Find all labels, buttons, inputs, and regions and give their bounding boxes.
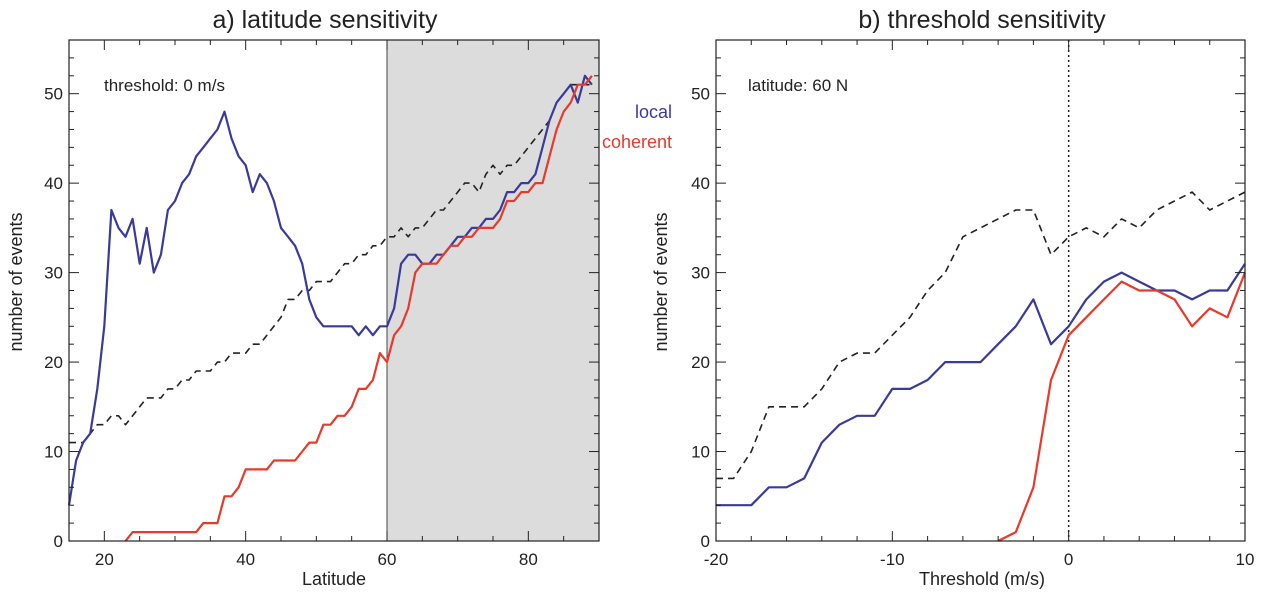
panel-b-series-coherent [997, 272, 1247, 542]
panel-b-xtick-label: 0 [1064, 550, 1073, 569]
panel-b-xtick-label: 10 [1236, 550, 1255, 569]
panel-b-series-all [716, 191, 1246, 480]
panel-a-series-local [67, 74, 593, 506]
panel-a-ytick-label: 40 [44, 174, 63, 193]
panel-a-shaded-region [387, 40, 599, 541]
panel-b-series-local [716, 263, 1246, 507]
panel-b-xtick-label: -20 [704, 550, 729, 569]
panel-b-ylabel: number of events [651, 212, 671, 351]
panel-b-annotation: latitude: 60 N [748, 76, 848, 95]
panel-a-ytick-label: 10 [44, 443, 63, 462]
panel-b-xtick-label: -10 [880, 550, 905, 569]
panel-b-ytick-label: 0 [701, 532, 710, 551]
panel-a-xtick-label: 80 [519, 550, 538, 569]
panel-a-ytick-label: 30 [44, 264, 63, 283]
panel-a-xtick-label: 40 [236, 550, 255, 569]
panel-b-ytick-label: 10 [691, 443, 710, 462]
panel-b-title: b) threshold sensitivity [858, 6, 1106, 34]
panel-a-ylabel: number of events [6, 212, 26, 351]
panel-a-ytick-label: 50 [44, 85, 63, 104]
panel-b-ytick-label: 30 [691, 264, 710, 283]
panel-a-ytick-label: 20 [44, 353, 63, 372]
panel-a-title: a) latitude sensitivity [212, 6, 438, 34]
panel-a-series-coherent [124, 75, 593, 542]
panel-b-ytick-label: 20 [691, 353, 710, 372]
panel-a-xlabel: Latitude [302, 569, 366, 589]
panel-b-ytick-label: 50 [691, 85, 710, 104]
panel-b-xlabel: Threshold (m/s) [919, 569, 1045, 589]
panel-a-annotation: threshold: 0 m/s [104, 76, 225, 95]
panel-a-xtick-label: 20 [95, 550, 114, 569]
panel-b-ytick-label: 40 [691, 174, 710, 193]
legend-coherent: coherent [602, 132, 672, 152]
panel-a-ytick-label: 0 [54, 532, 63, 551]
panel-a-xtick-label: 60 [378, 550, 397, 569]
legend-local: local [635, 102, 672, 122]
panel-threshold-sensitivity: b) threshold sensitivity latitude: 60 N … [602, 6, 1255, 589]
panel-a-series-all [69, 83, 592, 444]
panel-latitude-sensitivity: a) latitude sensitivity threshold: 0 m/s… [6, 6, 600, 589]
